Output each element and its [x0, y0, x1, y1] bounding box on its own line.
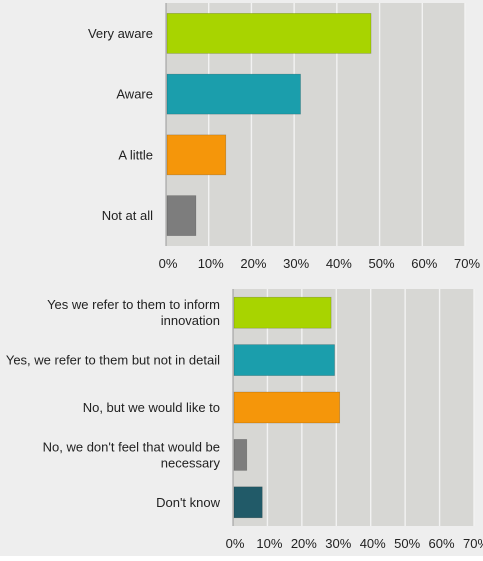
bar	[233, 344, 335, 376]
x-tick-label: 30%	[283, 256, 309, 271]
x-tick-label: 50%	[369, 256, 395, 271]
x-tick-label: 50%	[394, 536, 420, 551]
x-tick-label: 60%	[411, 256, 437, 271]
x-tick-label: 60%	[429, 536, 455, 551]
bar	[166, 73, 301, 115]
x-tick-label: 20%	[291, 536, 317, 551]
category-label: necessary	[161, 455, 221, 470]
bar	[233, 391, 341, 424]
x-tick-label: 0%	[159, 256, 178, 271]
x-tick-label: 20%	[240, 256, 266, 271]
category-label: No, we don't feel that would be	[43, 439, 220, 454]
x-tick-label: 70%	[454, 256, 480, 271]
x-tick-label: 40%	[326, 256, 352, 271]
x-tick-label: 10%	[198, 256, 224, 271]
chart-2: Yes we refer to them to informinnovation…	[6, 289, 483, 551]
category-label: innovation	[161, 313, 220, 328]
bar	[166, 134, 227, 176]
x-tick-label: 70%	[463, 536, 483, 551]
category-label: Not at all	[102, 208, 153, 223]
category-label: Don't know	[156, 495, 221, 510]
category-label: No, but we would like to	[83, 400, 220, 415]
bar	[233, 439, 248, 471]
category-label: Aware	[116, 87, 153, 102]
x-tick-label: 10%	[256, 536, 282, 551]
bar	[166, 13, 372, 54]
chart-1: Very aware Aware A little Not at all 0% 10% 20…	[88, 3, 480, 271]
category-label: A little	[118, 147, 153, 162]
bar	[166, 195, 197, 236]
category-label: Very aware	[88, 26, 153, 41]
bar	[233, 296, 332, 329]
x-tick-label: 40%	[360, 536, 386, 551]
x-tick-label: 30%	[325, 536, 351, 551]
bar	[233, 486, 263, 519]
x-tick-label: 0%	[226, 536, 245, 551]
category-label: Yes, we refer to them but not in detail	[6, 353, 220, 368]
category-label: Yes we refer to them to inform	[47, 297, 220, 312]
